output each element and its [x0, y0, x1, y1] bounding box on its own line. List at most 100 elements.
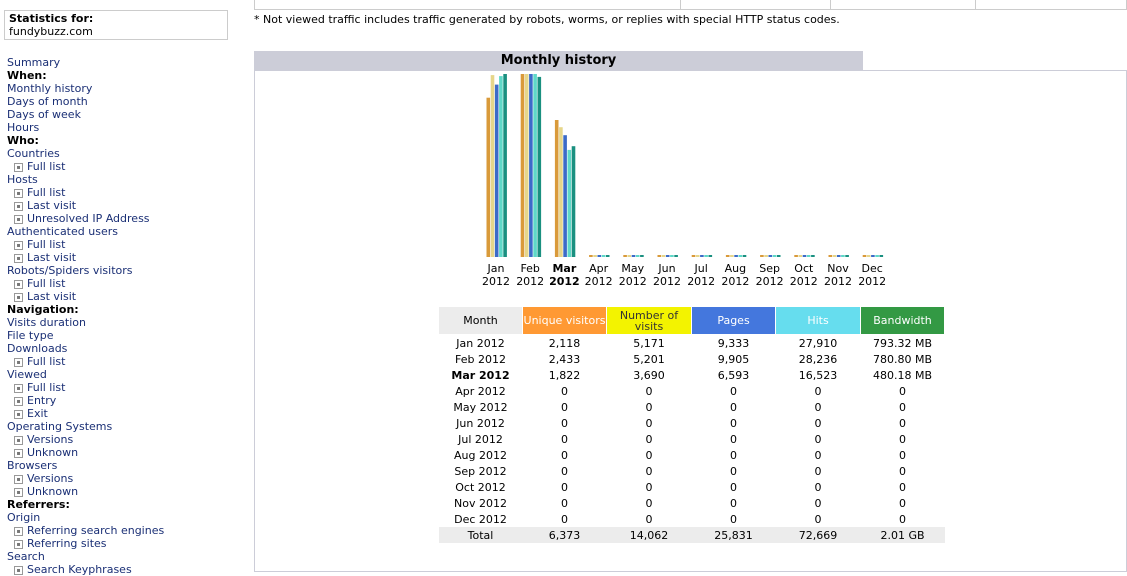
table-row: Apr 2012 0 0 0 0 0 — [439, 383, 945, 399]
month-name: Oct — [794, 262, 814, 275]
menu-sublink-browsers-unknown[interactable]: ▪ Unknown — [7, 485, 164, 498]
menu-link-operating-systems[interactable]: Operating Systems — [7, 420, 113, 433]
bar-bandwidth-mar-2012 — [571, 146, 576, 257]
bar-bandwidth-apr-2012 — [605, 255, 610, 257]
table-row: Mar 2012 1,822 3,690 6,593 16,523 480.18 MB — [439, 367, 945, 383]
month-year: 2012 — [653, 275, 681, 288]
menu-link-origin[interactable]: Origin — [7, 511, 41, 524]
bar-pages-jul-2012 — [700, 255, 704, 257]
table-row: Nov 2012 0 0 0 0 0 — [439, 495, 945, 511]
cell-bandwidth: 0 — [899, 448, 906, 462]
cell-hits: 0 — [814, 464, 822, 478]
menu-link-downloads[interactable]: Downloads — [7, 342, 68, 355]
menu-link-search[interactable]: Search — [7, 550, 45, 563]
cell-pages: 0 — [730, 496, 737, 510]
menu-link-monthly-history[interactable]: Monthly history — [7, 82, 93, 95]
menu-sublink-operating-systems-versions[interactable]: ▪ Versions — [7, 433, 164, 446]
bullet-icon: ▪ — [14, 202, 23, 211]
table-row: Jan 2012 2,118 5,171 9,333 27,910 793.32 MB — [439, 335, 945, 352]
cell-unique-visitors: 0 — [561, 400, 568, 414]
menu-sublink-hosts-full-list[interactable]: ▪ Full list — [7, 186, 164, 199]
bar-bandwidth-jun-2012 — [674, 255, 678, 257]
menu-link-viewed[interactable]: Viewed — [7, 368, 47, 381]
bullet-icon: ▪ — [14, 397, 23, 406]
menu-sublink-origin-referring-search-engines[interactable]: ▪ Referring search engines — [7, 524, 164, 537]
menu-link-visits-duration[interactable]: Visits duration — [7, 316, 86, 329]
menu-sublink-browsers-versions[interactable]: ▪ Versions — [7, 472, 164, 485]
table-row: Feb 2012 2,433 5,201 9,905 28,236 780.80 MB — [439, 351, 945, 367]
menu-sublink-hosts-last-visit[interactable]: ▪ Last visit — [7, 199, 164, 212]
top-summary-box — [254, 0, 1127, 10]
menu-link-days-of-week[interactable]: Days of week — [7, 108, 81, 121]
month-name: Apr — [589, 262, 609, 275]
cell-pages: 0 — [730, 384, 737, 398]
menu-sublink-hosts-unresolved-ip-address[interactable]: ▪ Unresolved IP Address — [7, 212, 164, 225]
menu-link-days-of-month[interactable]: Days of month — [7, 95, 88, 108]
cell-bandwidth: 793.32 MB — [872, 336, 933, 350]
bullet-icon: ▪ — [14, 358, 23, 367]
table-row: Dec 2012 0 0 0 0 0 — [439, 511, 945, 527]
menu-link-authenticated-users[interactable]: Authenticated users — [7, 225, 118, 238]
cell-unique-visitors: 0 — [561, 496, 568, 510]
bar-pages-sep-2012 — [768, 255, 773, 257]
menu-sublink-authenticated-users-full-list[interactable]: ▪ Full list — [7, 238, 164, 251]
cell-bandwidth: 0 — [899, 400, 906, 414]
cell-bandwidth: 780.80 MB — [872, 352, 933, 366]
menu-link-summary[interactable]: Summary — [7, 56, 61, 69]
menu-sublink-viewed-full-list[interactable]: ▪ Full list — [7, 381, 164, 394]
bullet-icon: ▪ — [14, 189, 23, 198]
month-year: 2012 — [618, 275, 647, 288]
cell-bandwidth: 0 — [899, 496, 906, 510]
bullet-icon: ▪ — [14, 449, 23, 458]
menu-sublink-robots-spiders-visitors-full-list[interactable]: ▪ Full list — [7, 277, 164, 290]
bar-number-of-visits-feb-2012 — [524, 74, 529, 257]
month-year: 2012 — [516, 275, 545, 288]
bar-hits-nov-2012 — [841, 255, 845, 257]
cell-pages: 0 — [730, 448, 737, 462]
sidebar-menu: Summary When: Monthly history Days of month… — [7, 56, 164, 576]
col-header-bandwidth: Bandwidth — [860, 306, 945, 335]
menu-sublink-viewed-entry[interactable]: ▪ Entry — [7, 394, 164, 407]
bar-bandwidth-oct-2012 — [811, 255, 815, 257]
menu-sublink-authenticated-users-last-visit[interactable]: ▪ Last visit — [7, 251, 164, 264]
menu-link-robots-spiders-visitors[interactable]: Robots/Spiders visitors — [7, 264, 133, 277]
menu-sublink-downloads-full-list[interactable]: ▪ Full list — [7, 355, 164, 368]
menu-sublink-label: Referring sites — [27, 537, 107, 550]
menu-section-navigation: Navigation: — [7, 303, 79, 316]
bar-pages-jun-2012 — [665, 255, 670, 257]
menu-sublink-label: Entry — [27, 394, 57, 407]
bar-pages-dec-2012 — [871, 255, 875, 257]
menu-link-hosts[interactable]: Hosts — [7, 173, 38, 186]
bullet-icon: ▪ — [14, 410, 23, 419]
bar-hits-may-2012 — [635, 255, 640, 257]
menu-sublink-origin-referring-sites[interactable]: ▪ Referring sites — [7, 537, 164, 550]
month-name: Nov — [827, 262, 849, 275]
month-name: Aug — [724, 262, 747, 275]
cell-number-of-visits: 0 — [645, 480, 653, 494]
menu-link-browsers[interactable]: Browsers — [7, 459, 58, 472]
bar-hits-jun-2012 — [670, 255, 674, 257]
menu-sublink-label: Versions — [27, 433, 74, 446]
bullet-icon: ▪ — [14, 540, 23, 549]
menu-link-countries[interactable]: Countries — [7, 147, 60, 160]
menu-sublink-countries-full-list[interactable]: ▪ Full list — [7, 160, 164, 173]
bar-hits-sep-2012 — [772, 255, 777, 257]
menu-sublink-search-search-keyphrases[interactable]: ▪ Search Keyphrases — [7, 563, 164, 576]
row-month: Jun 2012 — [456, 416, 505, 430]
cell-hits: 0 — [814, 480, 822, 494]
month-name: Jan — [487, 262, 505, 275]
col-header-month: Month — [438, 306, 523, 335]
menu-link-file-type[interactable]: File type — [7, 329, 54, 342]
month-label-aug: Aug 2012 — [718, 262, 752, 288]
bullet-icon: ▪ — [14, 241, 23, 250]
menu-sublink-label: Unresolved IP Address — [27, 212, 150, 225]
bar-hits-mar-2012 — [567, 149, 572, 257]
month-year: 2012 — [549, 275, 580, 288]
menu-link-hours[interactable]: Hours — [7, 121, 40, 134]
menu-sublink-viewed-exit[interactable]: ▪ Exit — [7, 407, 164, 420]
menu-sublink-label: Unknown — [27, 446, 79, 459]
row-month: Oct 2012 — [455, 480, 506, 494]
menu-sublink-robots-spiders-visitors-last-visit[interactable]: ▪ Last visit — [7, 290, 164, 303]
month-year: 2012 — [482, 275, 510, 288]
menu-sublink-operating-systems-unknown[interactable]: ▪ Unknown — [7, 446, 164, 459]
